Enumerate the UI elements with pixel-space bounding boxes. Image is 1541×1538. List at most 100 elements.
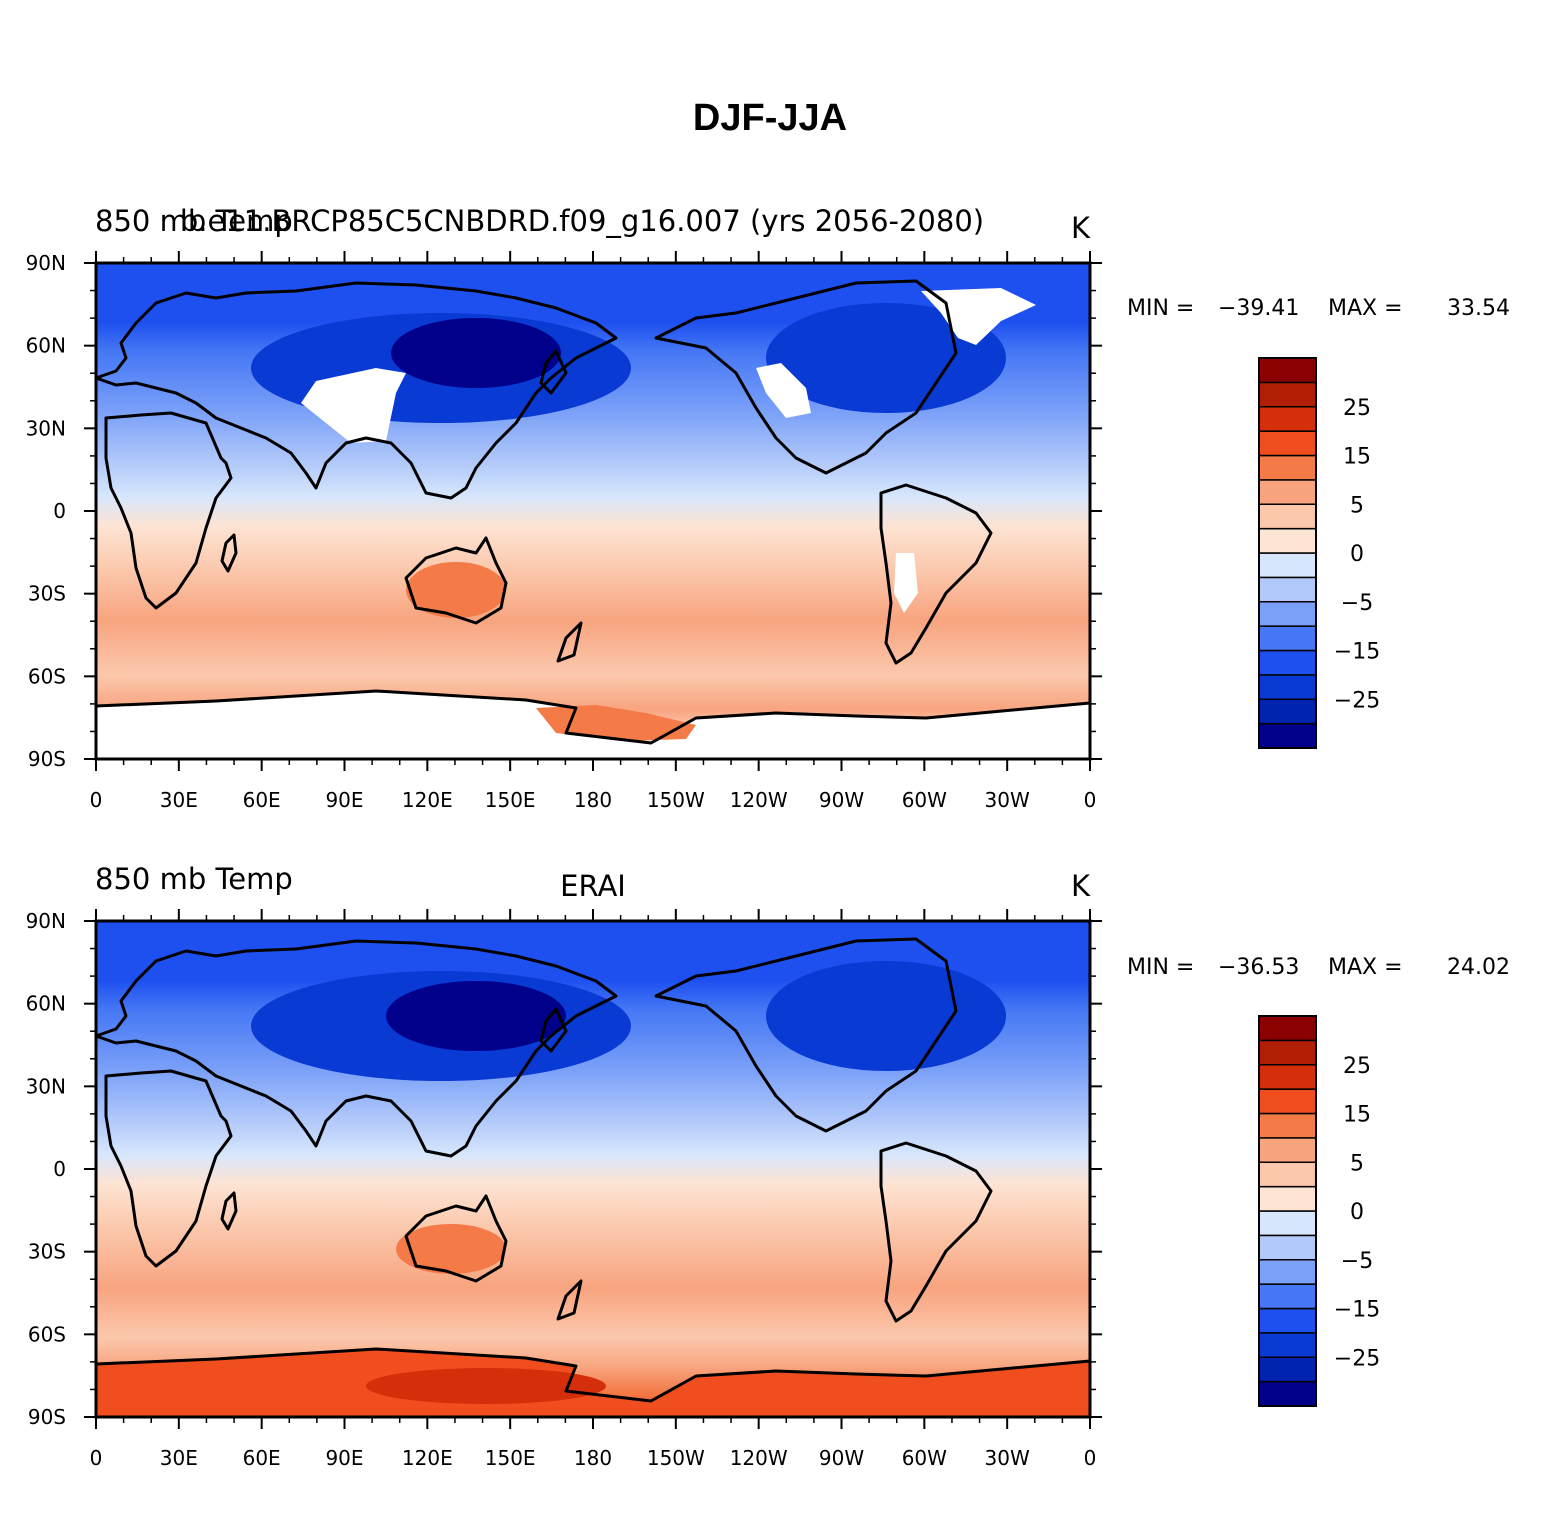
panel-left-title: 850 mb Temp — [95, 204, 293, 238]
colorbar-label: 0 — [1350, 1200, 1364, 1225]
madagascar-coastline — [220, 1191, 238, 1231]
greenland-mask — [921, 288, 1036, 345]
colorbar-label: −25 — [1334, 1346, 1380, 1371]
colorbar-frame — [1258, 1015, 1317, 1407]
eurasia-coastline — [94, 281, 618, 500]
lon-label: 90W — [819, 788, 864, 812]
map-axes: 90N 60N 30N 0 30S 60S 90S 0 30E 60E 90E 120E 150E 180… — [26, 251, 1102, 812]
colorbar-swatch — [1258, 1380, 1317, 1407]
lon-label: 30W — [985, 788, 1030, 812]
lon-label: 90E — [325, 788, 363, 812]
colorbar-swatch — [1258, 357, 1317, 384]
lon-label: 0 — [90, 1446, 103, 1470]
map-panel-model: 850 mb Temp b.e11.BRCP85C5CNBDRD.f09_g16… — [26, 204, 1510, 812]
map-axes: 90N 60N 30N 0 30S 60S 90S 0 30E 60E 90E 120E 150E 180… — [26, 909, 1102, 1470]
colorbar-swatch — [1258, 1332, 1317, 1358]
max-label: MAX = — [1328, 955, 1403, 980]
colorbar-swatch — [1258, 625, 1317, 652]
panel-units: K — [1071, 211, 1091, 245]
colorbar-swatch — [1258, 1356, 1317, 1383]
colorbar-label: 0 — [1350, 542, 1364, 567]
new-zealand-coastline — [556, 1279, 583, 1321]
coastlines — [94, 279, 1091, 745]
antarctica-field — [96, 691, 1090, 759]
siberia-coldest-core — [386, 981, 566, 1051]
tibet-mask — [301, 368, 406, 443]
japan-coastline — [539, 349, 568, 395]
lon-label: 60E — [243, 1446, 281, 1470]
australia-coastline — [404, 1194, 508, 1283]
colorbar-swatch — [1258, 649, 1317, 676]
lon-label: 120W — [730, 788, 788, 812]
lon-label: 120W — [730, 1446, 788, 1470]
lat-label: 60S — [28, 664, 66, 688]
colorbar-swatch — [1258, 1137, 1317, 1163]
new-zealand-coastline — [556, 621, 583, 663]
lon-label: 0 — [1084, 1446, 1097, 1470]
colorbar-swatch — [1258, 601, 1317, 627]
lat-label: 90N — [26, 251, 66, 275]
lon-label: 90E — [325, 1446, 363, 1470]
colorbar: 25 15 5 0 −5 −15 −25 — [1258, 1015, 1380, 1407]
lat-label: 30S — [28, 582, 66, 606]
colorbar-swatch — [1258, 1088, 1317, 1115]
colorbar-swatch — [1258, 406, 1317, 432]
colorbar-swatch — [1258, 1112, 1317, 1139]
lon-label: 180 — [574, 1446, 612, 1470]
australia-warm-core — [396, 1224, 506, 1274]
min-value: −36.53 — [1218, 955, 1299, 980]
lon-label: 150W — [647, 788, 705, 812]
lon-label: 90W — [819, 1446, 864, 1470]
lon-label: 60W — [902, 1446, 947, 1470]
panel-units: K — [1071, 869, 1091, 903]
canada-cold-core — [766, 961, 1006, 1071]
colorbar-swatch — [1258, 1185, 1317, 1212]
canada-cold-core — [766, 303, 1006, 413]
south-america-coastline — [879, 1141, 993, 1323]
lon-label: 60W — [902, 788, 947, 812]
lon-label: 150E — [485, 788, 536, 812]
lat-label: 60S — [28, 1322, 66, 1346]
lat-label: 90S — [28, 747, 66, 771]
max-label: MAX = — [1328, 296, 1403, 321]
antarctica-warm-core — [366, 1368, 606, 1404]
colorbar-swatch — [1258, 1161, 1317, 1188]
colorbar-frame — [1258, 357, 1317, 749]
lon-label: 0 — [1084, 788, 1097, 812]
lon-label: 60E — [243, 788, 281, 812]
colorbar-swatch — [1258, 430, 1317, 457]
siberia-coldest-core — [391, 318, 561, 388]
coastlines — [94, 937, 1091, 1403]
antarctic-peninsula-warm — [536, 705, 696, 741]
australia-warm-core — [406, 562, 506, 618]
colorbar-label: −5 — [1341, 1249, 1373, 1274]
lat-label: 30S — [28, 1240, 66, 1264]
colorbar-swatch — [1258, 454, 1317, 481]
colorbar-swatch — [1258, 1234, 1317, 1261]
map-panel-obs: 850 mb Temp ERAI K 90N 60N 30N — [26, 862, 1510, 1470]
max-value: 24.02 — [1447, 955, 1510, 980]
south-america-coastline — [879, 483, 993, 665]
lat-label: 60N — [26, 334, 66, 358]
lon-label: 150W — [647, 1446, 705, 1470]
panel-center-title: ERAI — [560, 869, 626, 903]
colorbar-swatch — [1258, 1283, 1317, 1310]
min-label: MIN = — [1127, 296, 1194, 321]
temperature-map — [94, 921, 1091, 1417]
lon-label: 120E — [402, 1446, 453, 1470]
africa-coastline — [104, 411, 233, 610]
andes-mask — [894, 553, 918, 613]
colorbar-label: 25 — [1343, 1054, 1371, 1079]
madagascar-coastline — [220, 533, 238, 573]
colorbar-label: 15 — [1343, 445, 1371, 470]
min-label: MIN = — [1127, 955, 1194, 980]
colorbar-swatch — [1258, 381, 1317, 408]
colorbar-label: −15 — [1334, 640, 1380, 665]
colorbar-swatch — [1258, 479, 1317, 505]
lon-label: 150E — [485, 1446, 536, 1470]
colorbar-swatch — [1258, 1259, 1317, 1285]
colorbar-swatch — [1258, 722, 1317, 749]
colorbar-swatch — [1258, 1064, 1317, 1090]
colorbar-swatch — [1258, 1039, 1317, 1066]
lat-label: 90N — [26, 909, 66, 933]
